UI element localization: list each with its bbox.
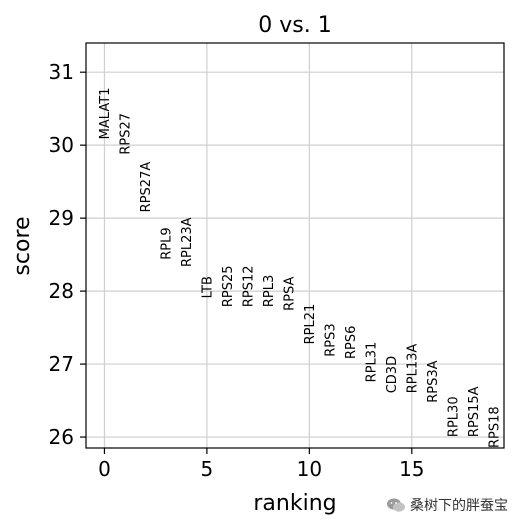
y-tick-label: 30 [49, 133, 74, 157]
gene-label: RPS6 [344, 326, 359, 359]
gene-label: RPL31 [364, 342, 379, 383]
y-tick-label: 28 [49, 279, 74, 303]
wechat-icon [386, 497, 406, 513]
gene-label: RPS27A [139, 162, 154, 213]
x-tick-label: 15 [399, 457, 424, 481]
gene-label: CD3D [385, 356, 400, 393]
gene-label: RPL3 [262, 275, 277, 307]
x-axis-title: ranking [253, 491, 336, 516]
grid-lines [86, 43, 504, 448]
gene-label: LTB [200, 276, 215, 298]
gene-label: RPS25 [221, 265, 236, 307]
gene-labels: MALAT1 RPS27 RPS27A RPL9 RPL23A LTB RPS25 RPS12… [98, 88, 502, 448]
watermark-text: 桑树下的胖蚕宝 [410, 495, 508, 515]
y-tick-label: 31 [49, 60, 74, 84]
watermark: 桑树下的胖蚕宝 [383, 494, 511, 516]
gene-label: RPL30 [446, 396, 461, 437]
y-tick-label: 27 [49, 352, 74, 376]
x-tick-label: 5 [201, 457, 214, 481]
x-tick-label: 0 [98, 457, 111, 481]
y-tick-label: 29 [49, 206, 74, 230]
gene-label: RPSA [282, 276, 297, 310]
gene-label: RPS15A [467, 386, 482, 437]
gene-label: RPS27 [118, 113, 133, 155]
y-axis-title: score [10, 216, 35, 275]
gene-label: RPS3A [426, 360, 441, 402]
x-tick-label: 10 [297, 457, 322, 481]
gene-label: RPS12 [241, 265, 256, 307]
gene-label: RPL21 [303, 304, 318, 345]
gene-label: RPS3 [323, 323, 338, 356]
plot-frame [86, 43, 504, 448]
gene-label: RPL23A [180, 217, 195, 267]
chart-title: 0 vs. 1 [258, 13, 331, 38]
gene-label: RPL9 [159, 227, 174, 259]
gene-label: RPS18 [487, 406, 502, 448]
y-tick-label: 26 [49, 425, 74, 449]
gene-label: MALAT1 [98, 88, 113, 140]
gene-label: RPL13A [405, 344, 420, 394]
